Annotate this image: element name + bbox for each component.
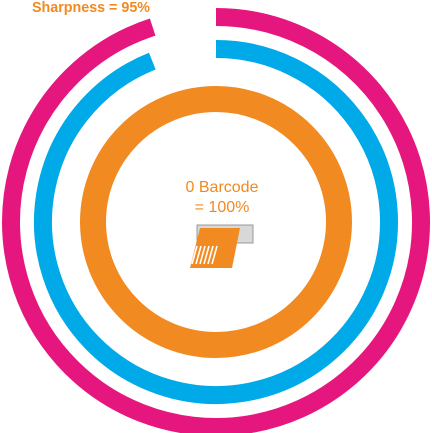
ring-label: = 100% [195,199,250,216]
barcode-icon [190,224,254,268]
ring-label: 0 Barcode [186,179,259,196]
ring-label: Sharpness = 95% [32,0,150,16]
ring-arc [2,8,430,433]
ring-arc [80,86,352,358]
ring-arc [34,40,398,404]
